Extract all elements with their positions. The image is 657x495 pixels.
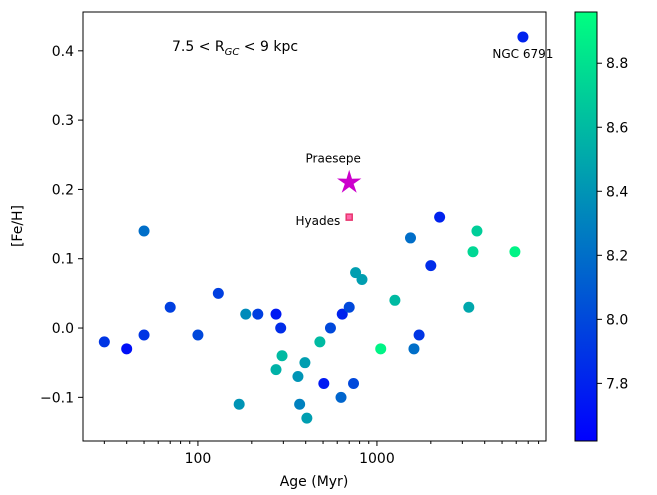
point — [434, 211, 446, 223]
point — [343, 301, 355, 313]
x-axis-label: Age (Myr) — [280, 474, 349, 490]
point — [425, 260, 437, 272]
point — [467, 246, 479, 258]
y-tick-label: 0.2 — [52, 182, 74, 198]
point — [138, 225, 150, 237]
y-tick-label: −0.1 — [40, 390, 74, 406]
point — [408, 343, 420, 355]
annotation: 7.5 < RGC < 9 kpc — [172, 39, 298, 58]
point — [356, 274, 368, 286]
point — [270, 364, 282, 376]
point — [336, 308, 348, 320]
colorbar-tick-label: 8.8 — [606, 56, 628, 72]
point — [324, 322, 336, 334]
highlight-star — [337, 169, 362, 193]
y-tick-label: 0.4 — [52, 44, 74, 60]
point — [292, 371, 304, 383]
point — [389, 294, 401, 306]
point — [517, 31, 529, 43]
point — [294, 398, 306, 410]
highlight-label: Hyades — [295, 214, 340, 228]
point — [335, 391, 347, 403]
point — [509, 246, 521, 258]
point-label: NGC 6791 — [492, 47, 553, 61]
y-tick-label: 0.1 — [52, 252, 74, 268]
y-tick-label: 0.3 — [52, 113, 74, 129]
colorbar-tick-label: 8.6 — [606, 120, 628, 136]
point — [471, 225, 483, 237]
colorbar-tick-label: 8.4 — [606, 184, 628, 200]
x-tick-label: 1000 — [359, 451, 395, 467]
y-axis-label: [Fe/H] — [10, 205, 26, 247]
point — [405, 232, 417, 244]
point — [212, 287, 224, 299]
point — [233, 398, 245, 410]
point — [121, 343, 133, 355]
point — [164, 301, 176, 313]
point — [301, 412, 313, 424]
point — [318, 377, 330, 389]
plot-frame — [82, 11, 547, 442]
point — [348, 377, 360, 389]
colorbar-tick-label: 8.2 — [606, 248, 628, 264]
point — [375, 343, 387, 355]
point — [276, 350, 288, 362]
point — [270, 308, 282, 320]
x-tick-label: 100 — [185, 451, 212, 467]
point — [463, 301, 475, 313]
point — [299, 357, 311, 369]
point — [98, 336, 110, 348]
point — [413, 329, 425, 341]
point — [192, 329, 204, 341]
colorbar-tick-label: 8.0 — [606, 312, 628, 328]
colorbar — [574, 11, 598, 442]
point — [350, 267, 362, 279]
point — [314, 336, 326, 348]
y-tick-label: 0.0 — [52, 321, 74, 337]
point — [252, 308, 264, 320]
point — [275, 322, 287, 334]
point — [138, 329, 150, 341]
colorbar-tick-label: 7.8 — [606, 376, 628, 392]
point — [240, 308, 252, 320]
highlight-square — [345, 213, 353, 221]
highlight-label: Praesepe — [306, 151, 361, 165]
